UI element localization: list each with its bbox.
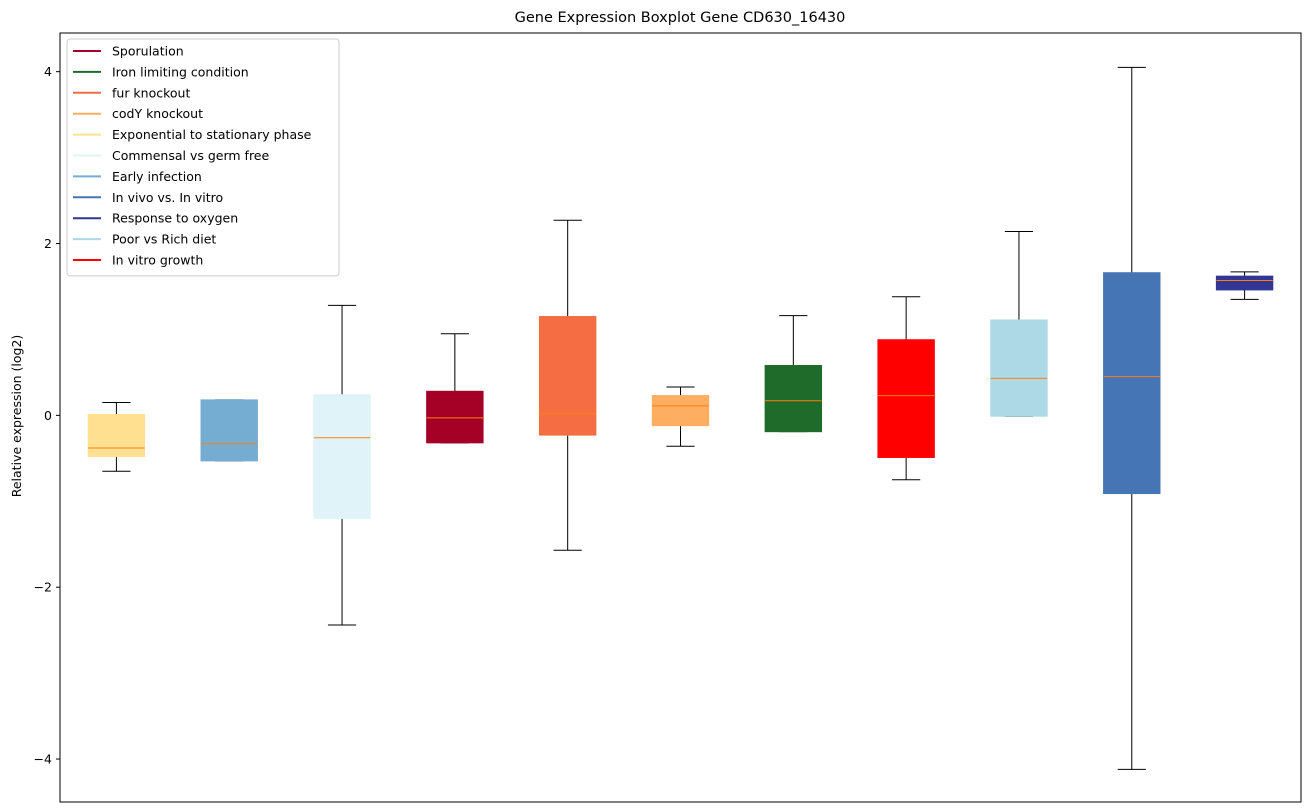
legend-label: In vivo vs. In vitro — [112, 190, 223, 205]
legend-label: In vitro growth — [112, 253, 203, 268]
box-iqr — [200, 399, 258, 462]
y-tick-label: 4 — [44, 64, 52, 79]
legend-label: Exponential to stationary phase — [112, 127, 312, 142]
y-tick-label: 2 — [44, 236, 52, 251]
y-axis-ticks: −4 −2 0 2 4 — [34, 64, 60, 767]
legend: Sporulation Iron limiting condition fur kn… — [66, 38, 340, 277]
box-group — [651, 386, 710, 447]
legend-label: Commensal vs germ free — [112, 148, 269, 163]
legend-label: Early infection — [112, 169, 202, 184]
box-iqr — [990, 319, 1048, 417]
legend-label: fur knockout — [112, 85, 190, 100]
box-iqr — [1215, 275, 1274, 291]
box-group — [764, 315, 823, 433]
y-tick-label: −2 — [34, 580, 52, 595]
legend-label: Response to oxygen — [112, 211, 238, 226]
box-iqr — [651, 395, 710, 427]
boxes-layer — [87, 66, 1274, 770]
box-group — [87, 401, 146, 472]
box-group — [313, 304, 371, 626]
legend-label: codY knockout — [112, 106, 203, 121]
box-iqr — [87, 413, 146, 458]
box-iqr — [426, 390, 484, 444]
box-iqr — [1103, 272, 1161, 495]
y-tick-label: −4 — [34, 752, 52, 767]
box-group — [990, 230, 1048, 417]
box-iqr — [538, 316, 597, 436]
box-iqr — [764, 365, 823, 433]
legend-label: Sporulation — [112, 44, 184, 59]
box-group — [1215, 271, 1274, 300]
plot-frame — [59, 32, 1302, 803]
box-group — [877, 296, 935, 481]
y-axis-label: Relative expression (log2) — [9, 335, 24, 498]
box-group — [538, 219, 597, 551]
box-group — [426, 333, 484, 444]
box-iqr — [877, 339, 935, 458]
box-iqr — [313, 394, 371, 519]
y-tick-label: 0 — [44, 408, 52, 423]
chart-title: Gene Expression Boxplot Gene CD630_16430 — [515, 10, 846, 26]
legend-label: Poor vs Rich diet — [112, 232, 216, 247]
box-group — [200, 399, 258, 462]
legend-label: Iron limiting condition — [112, 64, 249, 79]
box-group — [1103, 66, 1161, 770]
legend-box — [66, 38, 340, 277]
